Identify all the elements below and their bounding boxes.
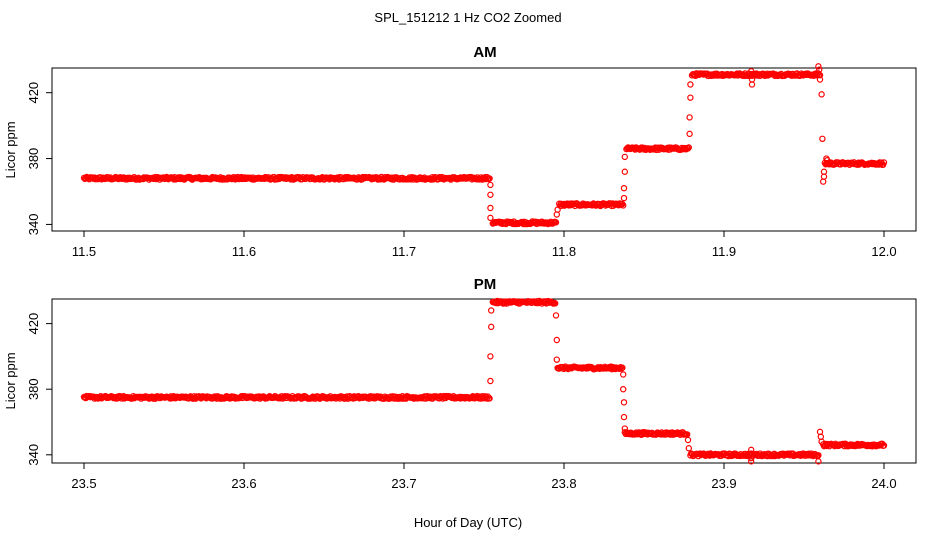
- data-point: [621, 153, 629, 161]
- y-axis-label-am: Licor ppm: [3, 121, 18, 178]
- data-point: [487, 191, 494, 198]
- data-point: [487, 377, 494, 385]
- data-point: [686, 130, 693, 138]
- panel-title-am: AM: [473, 44, 496, 61]
- data-point: [487, 204, 494, 212]
- data-point: [620, 371, 627, 378]
- panel-title-pm: PM: [474, 276, 497, 293]
- data-point: [552, 300, 559, 307]
- y-axis-label-pm: Licor ppm: [3, 352, 18, 409]
- data-point: [486, 175, 493, 182]
- data-point: [621, 168, 629, 175]
- x-tick-label: 23.9: [711, 476, 736, 491]
- data-point: [815, 63, 822, 70]
- x-axis-title: Hour of Day (UTC): [414, 515, 522, 530]
- data-point: [816, 428, 824, 436]
- data-point: [553, 211, 561, 218]
- x-tick-label: 11.7: [392, 244, 416, 259]
- data-point: [816, 66, 823, 73]
- data-point: [824, 156, 831, 164]
- x-tick-label: 12.0: [871, 244, 896, 259]
- data-point: [686, 114, 693, 121]
- data-point: [553, 336, 561, 344]
- figure-title: SPL_151212 1 Hz CO2 Zoomed: [374, 10, 561, 25]
- data-point: [552, 219, 560, 226]
- x-tick-label: 11.5: [72, 244, 96, 259]
- data-point: [880, 442, 888, 449]
- x-tick-label: 23.6: [231, 476, 256, 491]
- data-point: [98, 176, 105, 183]
- data-point: [748, 68, 755, 75]
- data-point: [880, 159, 888, 166]
- data-point: [553, 356, 561, 363]
- plot-frame-pm: [51, 298, 917, 464]
- x-tick-label: 24.0: [871, 476, 896, 491]
- data-point: [687, 81, 694, 88]
- x-tick-label: 11.8: [552, 244, 576, 259]
- data-point: [816, 76, 824, 83]
- y-tick-label: 340: [26, 214, 41, 236]
- y-tick-label: 420: [26, 82, 41, 104]
- x-tick-label: 23.8: [551, 476, 576, 491]
- data-point: [685, 445, 693, 452]
- data-point: [748, 76, 756, 83]
- data-point: [819, 135, 826, 142]
- data-point: [620, 202, 627, 209]
- y-tick-label: 340: [26, 444, 41, 466]
- data-point: [620, 184, 628, 192]
- data-point: [687, 94, 694, 101]
- data-point: [820, 178, 827, 185]
- data-point: [488, 307, 495, 314]
- x-axis-pm: 23.5 23.6 23.7 23.8 23.9 24.0: [71, 462, 897, 491]
- data-point: [684, 436, 692, 444]
- data-point: [618, 365, 625, 372]
- data-point: [620, 399, 628, 406]
- data-point: [820, 168, 828, 175]
- data-point: [620, 413, 628, 421]
- data-point: [552, 312, 560, 319]
- y-axis-am: 340 380 420: [26, 82, 53, 236]
- data-point: [685, 144, 693, 151]
- y-tick-label: 380: [26, 378, 41, 400]
- y-tick-label: 420: [26, 313, 41, 335]
- data-point: [487, 181, 494, 189]
- data-point: [621, 425, 629, 432]
- data-point: [487, 214, 494, 222]
- data-point: [487, 353, 494, 360]
- plot-frame-am: [51, 67, 917, 232]
- data-point: [619, 364, 626, 371]
- data-point: [620, 386, 627, 393]
- data-points-pm: [80, 297, 888, 465]
- data-points-am: [80, 63, 888, 228]
- y-tick-label: 380: [26, 148, 41, 170]
- data-point: [486, 395, 493, 402]
- x-tick-label: 11.6: [232, 244, 256, 259]
- data-point: [620, 194, 628, 202]
- x-tick-label: 23.7: [391, 476, 416, 491]
- data-point: [815, 458, 822, 465]
- data-point: [748, 446, 755, 454]
- data-point: [748, 458, 755, 465]
- data-point: [488, 323, 495, 331]
- data-point: [748, 454, 755, 462]
- data-point: [818, 91, 825, 98]
- x-axis-am: 11.5 11.6 11.7 11.8 11.9 12.0: [72, 230, 897, 259]
- panel-pm: PM 23.5 23.6 23.7 23.8 23.9 24.0 340 380 420 Li…: [3, 276, 917, 491]
- data-point: [684, 145, 692, 152]
- x-tick-label: 11.9: [712, 244, 736, 259]
- x-tick-label: 23.5: [71, 476, 96, 491]
- panel-am: AM 11.5 11.6 11.7 11.8 11.9 12.0 340 380 420 Li…: [3, 44, 917, 259]
- data-point: [815, 452, 822, 459]
- data-point: [554, 206, 561, 213]
- data-point: [818, 438, 825, 445]
- data-point: [817, 433, 825, 440]
- y-axis-pm: 340 380 420: [26, 313, 53, 466]
